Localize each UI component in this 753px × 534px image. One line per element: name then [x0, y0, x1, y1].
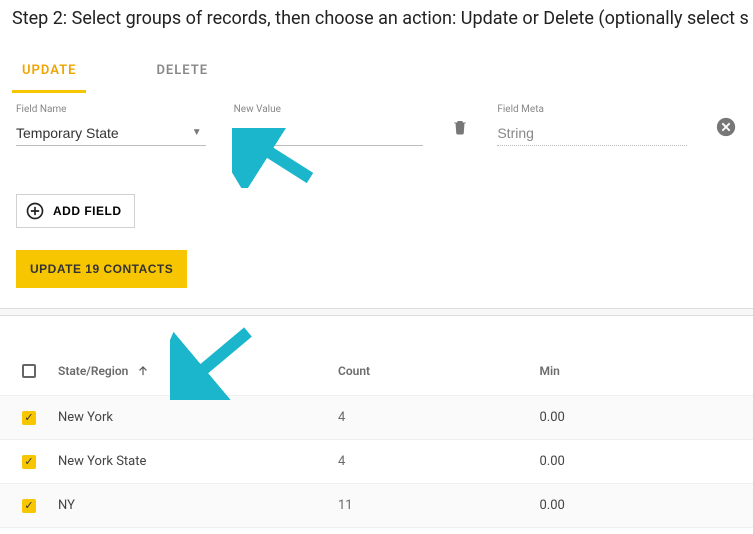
new-value-input[interactable] — [234, 121, 424, 146]
update-contacts-button[interactable]: UPDATE 19 CONTACTS — [16, 250, 187, 288]
cell-state: NY — [58, 498, 338, 513]
row-checkbox[interactable]: ✓ — [0, 455, 58, 469]
select-all-checkbox[interactable] — [0, 364, 58, 378]
chevron-down-icon[interactable]: ▼ — [192, 127, 202, 138]
sort-asc-icon — [136, 364, 150, 378]
cell-count: 11 — [338, 498, 540, 513]
table-row[interactable]: ✓ NY 11 0.00 — [0, 484, 753, 528]
field-meta-input — [497, 121, 687, 146]
cell-min: 0.00 — [540, 410, 742, 425]
update-form-row: Field Name ▼ New Value Field Meta — [0, 94, 753, 146]
table-row[interactable]: ✓ New York 4 0.00 — [0, 396, 753, 440]
field-meta-group: Field Meta — [497, 104, 687, 146]
cell-count: 4 — [338, 410, 540, 425]
step-title: Step 2: Select groups of records, then c… — [0, 0, 753, 39]
field-name-label: Field Name — [16, 104, 206, 115]
row-checkbox[interactable]: ✓ — [0, 411, 58, 425]
col-min[interactable]: Min — [540, 364, 742, 378]
plus-circle-icon — [25, 201, 45, 221]
table-header: State/Region Count Min — [0, 346, 753, 396]
new-value-label: New Value — [234, 104, 424, 115]
trash-icon[interactable] — [451, 116, 469, 146]
col-count[interactable]: Count — [338, 364, 540, 378]
col-state-region[interactable]: State/Region — [58, 364, 338, 378]
tab-update[interactable]: UPDATE — [12, 53, 86, 93]
table-row[interactable]: ✓ New York State 4 0.00 — [0, 440, 753, 484]
field-name-select[interactable] — [16, 121, 206, 146]
tabs: UPDATE DELETE — [0, 53, 753, 94]
field-name-group: Field Name ▼ — [16, 104, 206, 146]
row-checkbox[interactable]: ✓ — [0, 499, 58, 513]
tab-delete[interactable]: DELETE — [146, 53, 218, 93]
add-field-label: ADD FIELD — [53, 204, 122, 218]
results-table: State/Region Count Min ✓ New York 4 0.00… — [0, 346, 753, 528]
close-icon[interactable] — [715, 116, 737, 146]
field-meta-label: Field Meta — [497, 104, 687, 115]
new-value-group: New Value — [234, 104, 424, 146]
section-divider — [0, 308, 753, 316]
cell-min: 0.00 — [540, 498, 742, 513]
col-state-label: State/Region — [58, 364, 128, 378]
cell-state: New York State — [58, 454, 338, 469]
cell-min: 0.00 — [540, 454, 742, 469]
cell-count: 4 — [338, 454, 540, 469]
cell-state: New York — [58, 410, 338, 425]
add-field-button[interactable]: ADD FIELD — [16, 194, 135, 228]
